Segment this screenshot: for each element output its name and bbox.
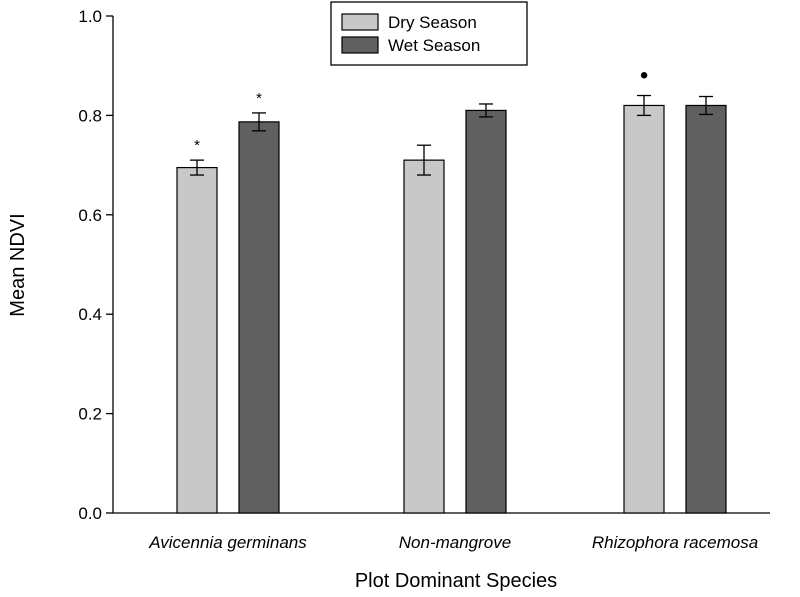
y-tick-label: 0.8	[78, 106, 102, 125]
axes: 0.0 0.2 0.4 0.6 0.8 1.0 Avicennia germinans Non…	[78, 7, 770, 552]
y-tick-label: 0.0	[78, 504, 102, 523]
legend-label-wet: Wet Season	[388, 36, 480, 55]
bar-wet-1	[465, 109, 507, 514]
y-tick-label: 0.2	[78, 405, 102, 424]
bar-dry-2	[623, 104, 665, 514]
bar-wet-2	[685, 104, 727, 514]
legend-swatch-dry	[341, 13, 379, 31]
bar-dry-0	[176, 166, 218, 514]
y-axis-title: Mean NDVI	[7, 213, 29, 316]
significance-marker: ●	[639, 67, 648, 84]
y-tick-label: 0.4	[78, 305, 102, 324]
legend-label-dry: Dry Season	[388, 13, 477, 32]
legend: Dry Season Wet Season	[330, 1, 528, 66]
significance-marker: *	[194, 137, 200, 154]
x-tick-label: Avicennia germinans	[148, 533, 307, 552]
y-tick-label: 1.0	[78, 7, 102, 26]
legend-swatch-wet	[341, 36, 379, 54]
significance-marker: *	[256, 90, 262, 107]
bar-dry-1	[403, 159, 445, 514]
x-axis-title: Plot Dominant Species	[355, 570, 557, 592]
bars: * * ●	[176, 67, 727, 514]
bar-wet-0	[238, 121, 280, 514]
x-tick-label: Rhizophora racemosa	[592, 533, 758, 552]
y-tick-label: 0.6	[78, 206, 102, 225]
x-tick-label: Non-mangrove	[399, 533, 511, 552]
legend-box	[330, 1, 528, 66]
